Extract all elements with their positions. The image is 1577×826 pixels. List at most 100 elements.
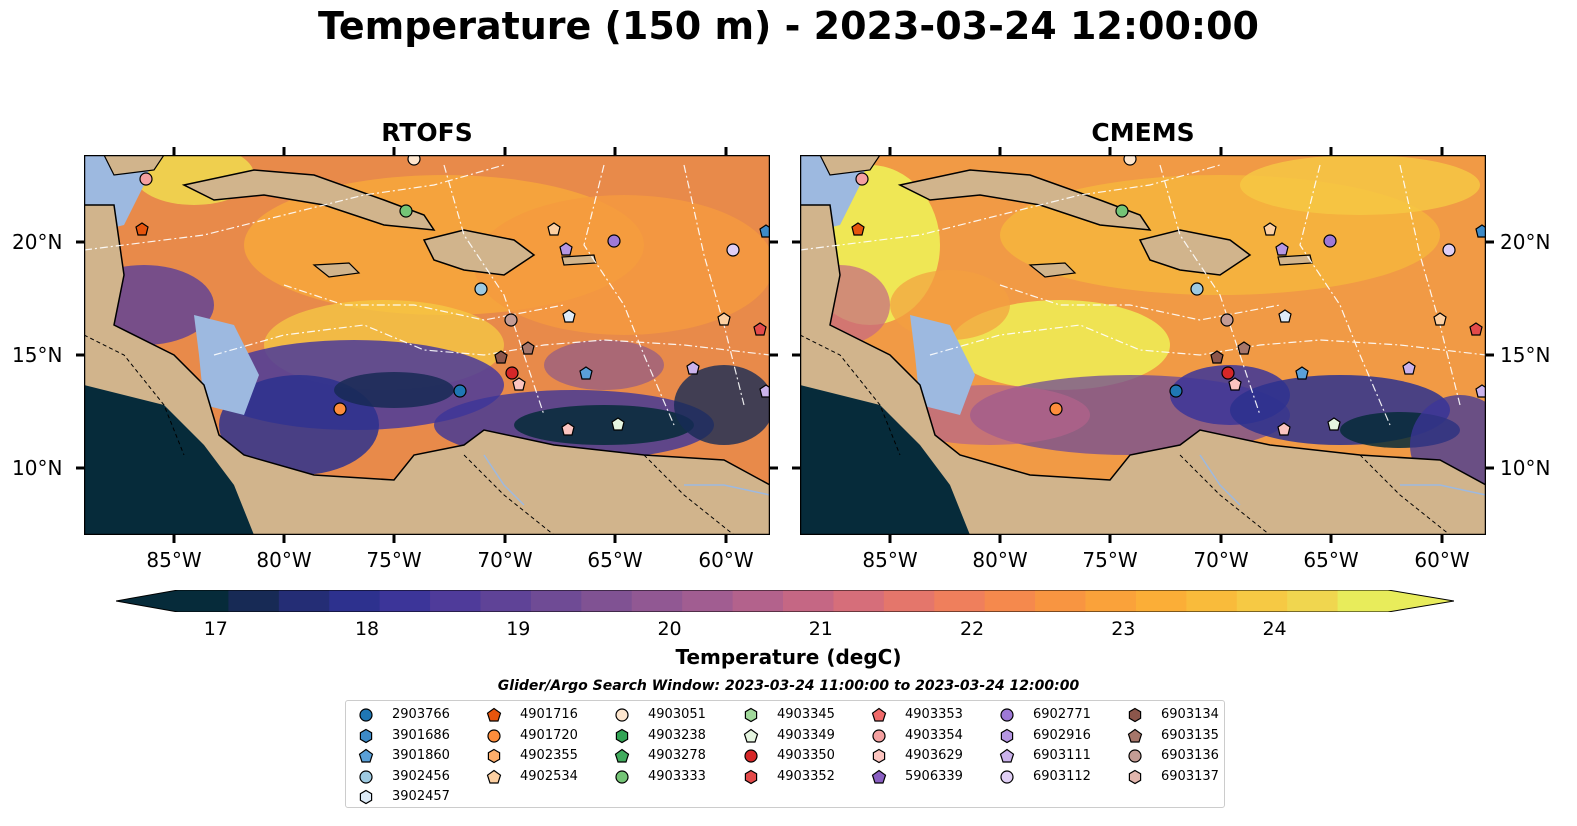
colorbar-tick-label: 21 xyxy=(808,618,833,640)
legend-marker-circle xyxy=(487,728,501,743)
colorbar-tick-label: 17 xyxy=(203,618,228,640)
colorbar-segment xyxy=(278,590,330,612)
cmems-lon-label: 60°W xyxy=(1414,548,1470,572)
legend-item-label: 6903134 xyxy=(1161,707,1219,722)
legend-marker-hexagon xyxy=(872,748,886,764)
legend-item-label: 4903238 xyxy=(648,727,706,743)
colorbar-segment xyxy=(1287,590,1339,612)
legend-item-label: 4903352 xyxy=(777,768,835,784)
legend-item-label: 6903112 xyxy=(1033,768,1091,784)
lat-label-right-20: 20°N xyxy=(1500,230,1551,254)
rtofs-lon-label: 80°W xyxy=(256,548,312,572)
legend-marker-circle xyxy=(1000,769,1014,784)
colorbar-segment xyxy=(1186,590,1238,612)
legend-item-label: 4903345 xyxy=(777,707,835,722)
colorbar-segment xyxy=(178,590,229,612)
legend-item-label: 4903278 xyxy=(648,748,706,763)
legend-marker-circle xyxy=(744,749,758,763)
legend-item-label: 6903135 xyxy=(1161,727,1219,743)
legend-marker-pentagon xyxy=(871,769,887,784)
cmems-lon-label: 75°W xyxy=(1082,548,1138,572)
colorbar-segment xyxy=(682,590,734,612)
colorbar-segment xyxy=(1035,590,1086,612)
colorbar-tick-label: 18 xyxy=(354,618,380,640)
legend-item-label: 4901716 xyxy=(520,707,578,722)
colorbar-tick-label: 19 xyxy=(506,618,531,640)
colorbar-tick-label: 20 xyxy=(657,618,682,640)
colorbar-segment xyxy=(1337,590,1389,612)
legend-marker-circle xyxy=(359,769,373,784)
legend-item-label: 2903766 xyxy=(392,707,450,722)
legend-item-label: 4903333 xyxy=(648,768,706,784)
colorbar-tick-label: 22 xyxy=(959,618,985,640)
rtofs-lon-label: 60°W xyxy=(698,548,754,572)
colorbar-label: Temperature (degC) xyxy=(675,645,902,669)
legend-item-label: 4902534 xyxy=(520,768,578,784)
map-panel-cmems xyxy=(800,155,1486,535)
panel-title-cmems: CMEMS xyxy=(1091,118,1195,147)
axis-ticks xyxy=(76,147,1494,543)
legend-marker-hexagon xyxy=(487,748,501,764)
legend-title: Glider/Argo Search Window: 2023-03-24 11… xyxy=(497,678,1080,694)
colorbar-segment xyxy=(984,590,1036,612)
legend-item-label: 4903629 xyxy=(905,748,963,763)
legend-item-label: 4903353 xyxy=(905,707,963,722)
legend-marker-pentagon xyxy=(1127,728,1143,743)
colorbar-segment xyxy=(228,590,280,612)
legend-item-label: 3902456 xyxy=(392,768,450,784)
legend: 2903766 3901686 3901860 3902456 3902457 49017… xyxy=(345,700,1225,808)
legend-item-label: 4903349 xyxy=(777,727,835,743)
colorbar-segment xyxy=(833,590,885,612)
legend-marker-pentagon xyxy=(614,748,630,763)
lat-label-right-10: 10°N xyxy=(1500,456,1551,480)
legend-item-label: 4903354 xyxy=(905,727,963,743)
legend-marker-pentagon xyxy=(486,707,502,722)
colorbar xyxy=(116,590,1454,612)
colorbar-segment xyxy=(631,590,683,612)
colorbar-segment xyxy=(430,590,481,612)
cmems-lon-label: 70°W xyxy=(1193,548,1249,572)
cmems-lon-label: 80°W xyxy=(972,548,1028,572)
colorbar-segment xyxy=(732,590,784,612)
legend-item-label: 6903137 xyxy=(1161,768,1219,784)
legend-item-label: 6903136 xyxy=(1161,748,1219,763)
lat-label-left-15: 15°N xyxy=(12,343,63,367)
legend-marker-pentagon xyxy=(999,748,1015,763)
legend-item-label: 6902771 xyxy=(1033,707,1091,722)
legend-marker-circle xyxy=(872,728,886,743)
legend-marker-circle xyxy=(615,769,629,784)
colorbar-segment xyxy=(934,590,986,612)
colorbar-segment xyxy=(581,590,633,612)
legend-item-label: 4902355 xyxy=(520,748,578,763)
legend-item-label: 3901686 xyxy=(392,727,450,743)
legend-item-label: 3901860 xyxy=(392,748,450,763)
colorbar-segment xyxy=(883,590,935,612)
legend-marker-pentagon xyxy=(871,707,887,722)
colorbar-segment xyxy=(480,590,532,612)
legend-marker-pentagon xyxy=(743,728,759,743)
rtofs-lon-label: 75°W xyxy=(366,548,422,572)
map-panel-rtofs xyxy=(84,155,770,535)
colorbar-segment xyxy=(1236,590,1288,612)
colorbar-tick-label: 24 xyxy=(1262,618,1287,640)
rtofs-lon-label: 65°W xyxy=(587,548,643,572)
legend-marker-circle xyxy=(359,708,373,722)
legend-marker-hexagon xyxy=(744,707,758,723)
legend-marker-pentagon xyxy=(486,769,502,784)
legend-item-label: 3902457 xyxy=(392,789,450,804)
panel-title-rtofs: RTOFS xyxy=(381,118,473,147)
colorbar-segment xyxy=(1135,590,1187,612)
legend-item-label: 6903111 xyxy=(1033,748,1091,763)
legend-marker-hexagon xyxy=(1128,707,1142,723)
cmems-lon-label: 65°W xyxy=(1303,548,1359,572)
colorbar-segment xyxy=(1085,590,1137,612)
legend-marker-circle xyxy=(1000,708,1014,722)
colorbar-segment xyxy=(379,590,431,612)
legend-marker-hexagon xyxy=(1000,728,1014,743)
legend-item-label: 4903051 xyxy=(648,707,706,722)
legend-marker-circle xyxy=(615,708,629,722)
legend-marker-hexagon xyxy=(359,728,373,743)
rtofs-lon-label: 85°W xyxy=(146,548,202,572)
legend-item-label: 4903350 xyxy=(777,748,835,763)
legend-marker-circle xyxy=(1128,749,1142,763)
